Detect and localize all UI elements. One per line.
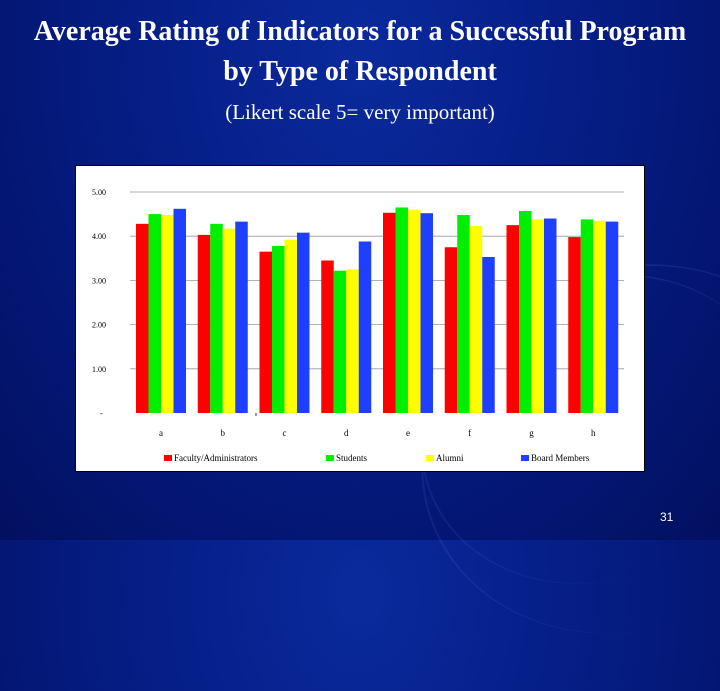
bar-g-1 bbox=[519, 211, 532, 413]
y-tick-label: 1.00 bbox=[92, 365, 106, 374]
bar-d-2 bbox=[346, 269, 359, 413]
y-tick-label: 5.00 bbox=[92, 188, 106, 197]
bar-a-2 bbox=[161, 214, 174, 413]
x-tick-label: c bbox=[283, 428, 287, 438]
slide-title-line-2: by Type of Respondent bbox=[223, 56, 497, 87]
bar-a-1 bbox=[148, 214, 161, 413]
x-tick-label: b bbox=[221, 428, 226, 438]
bar-f-2 bbox=[469, 226, 483, 413]
bar-b-1 bbox=[210, 223, 223, 413]
bar-h-2 bbox=[593, 220, 606, 413]
bar-d-0 bbox=[321, 260, 334, 413]
legend-label: Students bbox=[336, 453, 368, 463]
x-tick-label: f bbox=[468, 428, 471, 438]
y-tick-label: - bbox=[100, 409, 103, 418]
bars bbox=[136, 207, 619, 413]
bar-d-1 bbox=[333, 270, 347, 413]
legend-swatch bbox=[326, 455, 334, 461]
bar-h-3 bbox=[605, 221, 619, 413]
bar-a-3 bbox=[173, 208, 186, 413]
legend-swatch bbox=[521, 455, 529, 461]
x-tick-label: e bbox=[406, 428, 410, 438]
x-tick-label: g bbox=[529, 428, 534, 438]
bar-b-2 bbox=[222, 228, 236, 413]
axes: - 1.00 2.00 3.00 4.00 5.00 a b c d e f g h bbox=[92, 188, 596, 438]
y-tick-label: 3.00 bbox=[92, 276, 106, 285]
legend-label: Board Members bbox=[531, 453, 590, 463]
bar-c-2 bbox=[284, 239, 297, 413]
bar-c-1 bbox=[272, 245, 285, 413]
y-tick-label: 4.00 bbox=[92, 232, 106, 241]
x-tick-label: a bbox=[159, 428, 163, 438]
bar-e-1 bbox=[395, 207, 408, 413]
bar-h-1 bbox=[580, 219, 594, 413]
slide-title-line-1: Average Rating of Indicators for a Succe… bbox=[33, 16, 687, 47]
x-tick-label: h bbox=[591, 428, 596, 438]
bar-d-3 bbox=[358, 241, 372, 413]
bar-g-3 bbox=[544, 218, 557, 413]
bar-e-2 bbox=[408, 209, 421, 413]
legend-swatch bbox=[426, 455, 434, 461]
bar-f-0 bbox=[444, 247, 458, 413]
bar-a-0 bbox=[136, 223, 149, 413]
bar-f-1 bbox=[457, 214, 470, 413]
bar-g-2 bbox=[531, 219, 544, 413]
bar-c-3 bbox=[297, 232, 310, 413]
bar-b-3 bbox=[235, 221, 248, 413]
bar-g-0 bbox=[506, 225, 519, 413]
chart-frame: - 1.00 2.00 3.00 4.00 5.00 a b c d e f g h Faculty/Ad… bbox=[75, 165, 645, 472]
bar-b-0 bbox=[197, 234, 211, 413]
legend: Faculty/Administrators Students Alumni Boar… bbox=[164, 453, 590, 463]
bar-f-3 bbox=[482, 256, 495, 413]
legend-label: Alumni bbox=[436, 453, 464, 463]
x-tick-label: d bbox=[344, 428, 349, 438]
legend-swatch bbox=[164, 455, 172, 461]
y-tick-label: 2.00 bbox=[92, 321, 106, 330]
bar-h-0 bbox=[568, 237, 581, 413]
legend-label: Faculty/Administrators bbox=[174, 453, 258, 463]
page-number: 31 bbox=[660, 510, 674, 524]
bar-c-0 bbox=[259, 251, 272, 413]
bar-chart: - 1.00 2.00 3.00 4.00 5.00 a b c d e f g h Faculty/Ad… bbox=[92, 188, 624, 463]
slide-subtitle: (Likert scale 5= very important) bbox=[225, 100, 495, 124]
bar-e-0 bbox=[383, 212, 396, 413]
bar-e-3 bbox=[420, 213, 433, 413]
